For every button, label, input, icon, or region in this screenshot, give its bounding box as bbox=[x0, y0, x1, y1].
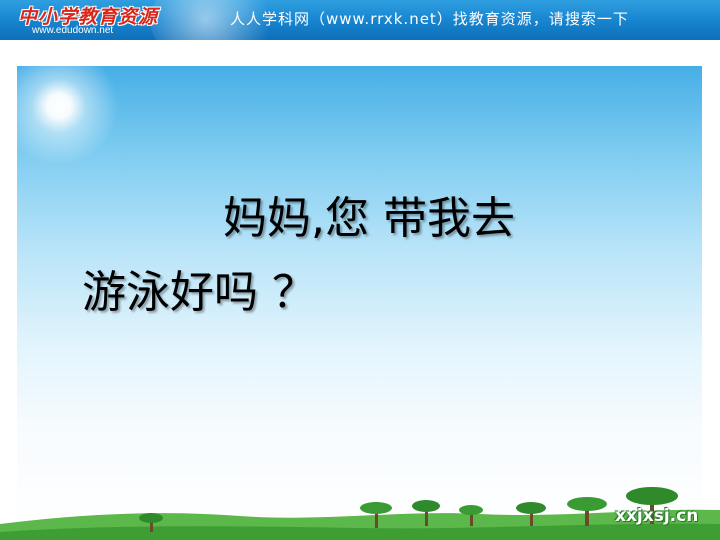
slide-text-line-1: 妈妈,您 带我去 bbox=[223, 193, 515, 244]
tree-icon bbox=[567, 497, 607, 526]
tree-icon bbox=[626, 487, 678, 524]
sun-glow-icon bbox=[17, 66, 119, 166]
tree-icon bbox=[412, 500, 440, 526]
site-header-banner: 中小学教育资源 www.edudown.net 人人学科网（www.rrxk.n… bbox=[0, 0, 720, 40]
tree-icon bbox=[459, 505, 483, 526]
slide-background bbox=[17, 66, 702, 526]
site-logo-url[interactable]: www.edudown.net bbox=[32, 25, 114, 36]
watermark-text: xxjxsj.cn bbox=[615, 506, 699, 526]
site-banner-text[interactable]: 人人学科网（www.rrxk.net）找教育资源，请搜索一下 bbox=[230, 10, 629, 28]
tree-icon bbox=[139, 513, 163, 532]
tree-icon bbox=[360, 502, 392, 528]
site-logo-script[interactable]: 中小学教育资源 bbox=[18, 6, 159, 28]
slide-text-line-2: 游泳好吗 ？ bbox=[82, 267, 316, 318]
header-swoosh-decoration bbox=[150, 0, 290, 40]
tree-icon bbox=[516, 502, 546, 526]
grass-and-trees-illustration bbox=[0, 487, 720, 540]
